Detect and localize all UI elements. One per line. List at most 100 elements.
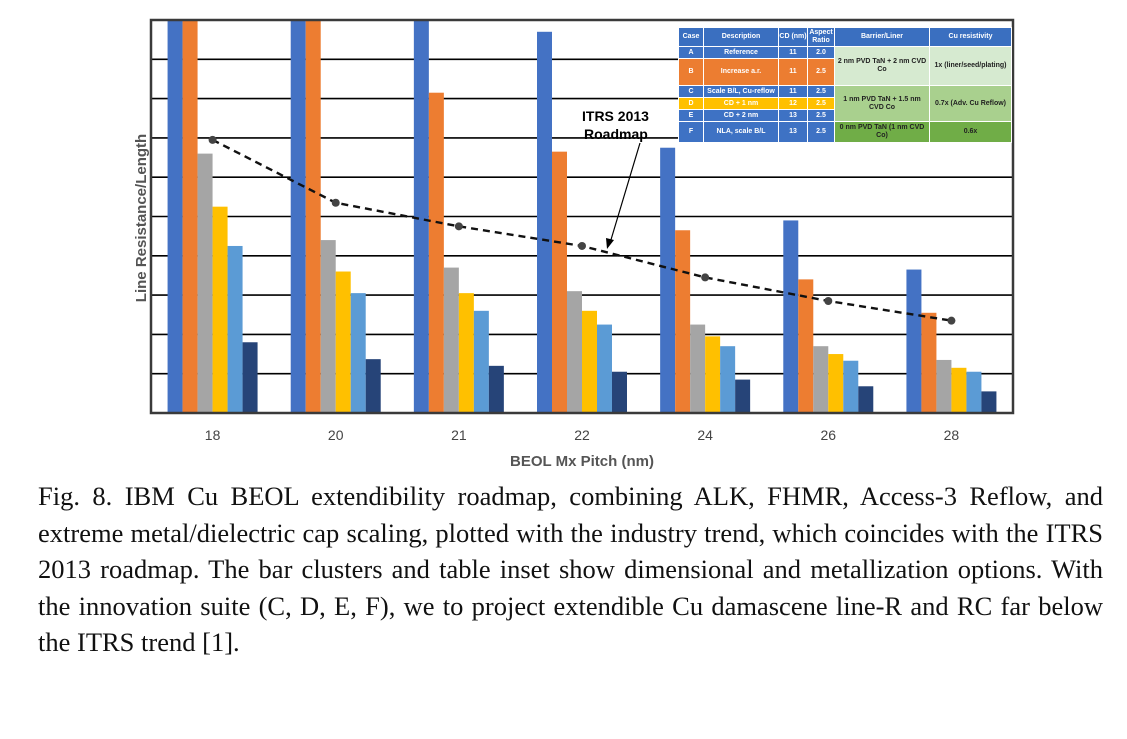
bar-b-22 bbox=[552, 151, 567, 413]
barrier-liner-cell: 1 nm PVD TaN + 1.5 nm CVD Co bbox=[834, 85, 930, 122]
case-cell: F bbox=[678, 121, 704, 143]
case-cell: C bbox=[678, 85, 704, 98]
cd-cell: 13 bbox=[778, 121, 808, 143]
bar-c-21 bbox=[443, 267, 459, 413]
case-cell: E bbox=[678, 109, 704, 122]
x-axis-label: BEOL Mx Pitch (nm) bbox=[510, 453, 654, 470]
cd-cell: 11 bbox=[778, 46, 808, 59]
bar-e-28 bbox=[966, 371, 982, 413]
bar-e-20 bbox=[350, 293, 366, 413]
bar-b-20 bbox=[305, 20, 321, 413]
bar-b-26 bbox=[798, 279, 814, 413]
case-cell: A bbox=[678, 46, 704, 59]
inset-header: Description bbox=[703, 27, 779, 47]
case-cell: D bbox=[678, 97, 704, 110]
bar-e-21 bbox=[473, 310, 489, 413]
inset-header: Case bbox=[678, 27, 704, 47]
barrier-liner-cell: 0 nm PVD TaN (1 nm CVD Co) bbox=[834, 121, 930, 143]
chart: 18 20 21 22 24 26 28 BEOL Mx Pitch (nm) Line R… bbox=[133, 18, 1015, 470]
bar-b-24 bbox=[675, 230, 691, 413]
trend-marker-26 bbox=[824, 296, 833, 305]
bar-b-18 bbox=[182, 20, 198, 413]
bar-a-24 bbox=[660, 147, 676, 413]
bar-a-20 bbox=[290, 20, 306, 413]
cd-cell: 11 bbox=[778, 58, 808, 86]
aspect-ratio-cell: 2.5 bbox=[807, 109, 835, 122]
inset-row-f: F NLA, scale B/L 13 2.5 0 nm PVD TaN (1 … bbox=[678, 121, 1012, 143]
x-tick-label: 20 bbox=[328, 427, 344, 443]
bar-f-22 bbox=[612, 371, 627, 413]
inset-row-e: E CD + 2 nm 13 2.5 bbox=[678, 109, 1012, 122]
roadmap-annotation-line1: ITRS 2013 bbox=[582, 108, 649, 124]
inset-row-b: B Increase a.r. 11 2.5 bbox=[678, 58, 1012, 86]
cu-resistivity-cell: 0.6x bbox=[929, 121, 1012, 143]
trend-marker-28 bbox=[947, 316, 956, 325]
bar-b-21 bbox=[428, 92, 444, 413]
bar-e-24 bbox=[720, 346, 736, 413]
bar-b-28 bbox=[921, 312, 937, 413]
bar-f-18 bbox=[242, 342, 258, 413]
inset-header: CD (nm) bbox=[778, 27, 808, 47]
bar-c-28 bbox=[936, 359, 952, 413]
trend-marker-18 bbox=[208, 135, 217, 144]
bar-f-24 bbox=[735, 379, 751, 413]
trend-marker-24 bbox=[701, 273, 710, 282]
inset-header: Cu resistivity bbox=[929, 27, 1012, 47]
x-tick-label: 24 bbox=[697, 427, 713, 443]
description-cell: Scale B/L, Cu-reflow bbox=[703, 85, 779, 98]
plot-area-frame bbox=[149, 18, 1015, 415]
bar-e-22 bbox=[597, 324, 612, 413]
inset-row-d: D CD + 1 nm 12 2.5 bbox=[678, 97, 1012, 110]
x-tick-label: 21 bbox=[451, 427, 467, 443]
bar-c-24 bbox=[690, 324, 706, 413]
aspect-ratio-cell: 2.5 bbox=[807, 85, 835, 98]
bar-e-18 bbox=[227, 245, 243, 413]
case-cell: B bbox=[678, 58, 704, 86]
barrier-liner-cell: 2 nm PVD TaN + 2 nm CVD Co bbox=[834, 46, 930, 86]
bar-c-26 bbox=[813, 346, 829, 413]
figure-caption: Fig. 8. IBM Cu BEOL extendibility roadma… bbox=[38, 481, 1103, 657]
description-cell: Reference bbox=[703, 46, 779, 59]
bar-a-21 bbox=[413, 20, 429, 413]
trend-marker-20 bbox=[331, 198, 340, 207]
x-tick-label: 22 bbox=[574, 427, 590, 443]
trend-marker-22 bbox=[578, 241, 586, 250]
x-tick-label: 28 bbox=[944, 427, 960, 443]
roadmap-annotation-arrowhead bbox=[606, 238, 614, 249]
bar-f-28 bbox=[981, 391, 997, 413]
bar-d-21 bbox=[458, 293, 474, 413]
inset-header-row: Case Description CD (nm) Aspect Ratio Ba… bbox=[678, 27, 1012, 47]
aspect-ratio-cell: 2.0 bbox=[807, 46, 835, 59]
cu-resistivity-cell: 1x (liner/seed/plating) bbox=[929, 46, 1012, 86]
aspect-ratio-cell: 2.5 bbox=[807, 97, 835, 110]
bar-f-21 bbox=[488, 365, 504, 413]
description-cell: Increase a.r. bbox=[703, 58, 779, 86]
bar-f-20 bbox=[365, 359, 381, 413]
trend-line bbox=[208, 135, 956, 325]
bar-a-26 bbox=[783, 220, 799, 413]
cd-cell: 13 bbox=[778, 109, 808, 122]
x-tick-label: 18 bbox=[205, 427, 221, 443]
inset-row-a: A Reference 11 2.0 2 nm PVD TaN + 2 nm C… bbox=[678, 46, 1012, 86]
bar-d-18 bbox=[212, 206, 228, 413]
x-tick-labels: 18 20 21 22 24 26 28 bbox=[205, 427, 960, 443]
bar-e-26 bbox=[843, 360, 859, 413]
bar-d-22 bbox=[582, 310, 597, 413]
bars bbox=[167, 20, 997, 413]
bar-a-22 bbox=[537, 31, 552, 413]
description-cell: CD + 2 nm bbox=[703, 109, 779, 122]
y-axis-label: Line Resistance/Length bbox=[133, 134, 150, 302]
bar-c-22 bbox=[567, 291, 582, 413]
trend-marker-21 bbox=[454, 222, 463, 231]
bar-c-18 bbox=[197, 153, 213, 413]
bar-d-28 bbox=[951, 367, 967, 413]
cd-cell: 11 bbox=[778, 85, 808, 98]
bar-d-20 bbox=[335, 271, 351, 413]
bar-d-24 bbox=[705, 336, 721, 413]
bar-a-28 bbox=[906, 269, 922, 413]
aspect-ratio-cell: 2.5 bbox=[807, 121, 835, 143]
cu-resistivity-cell: 0.7x (Adv. Cu Reflow) bbox=[929, 85, 1012, 122]
cd-cell: 12 bbox=[778, 97, 808, 110]
roadmap-annotation-arrow bbox=[609, 142, 641, 244]
inset-header: Barrier/Liner bbox=[834, 27, 930, 47]
